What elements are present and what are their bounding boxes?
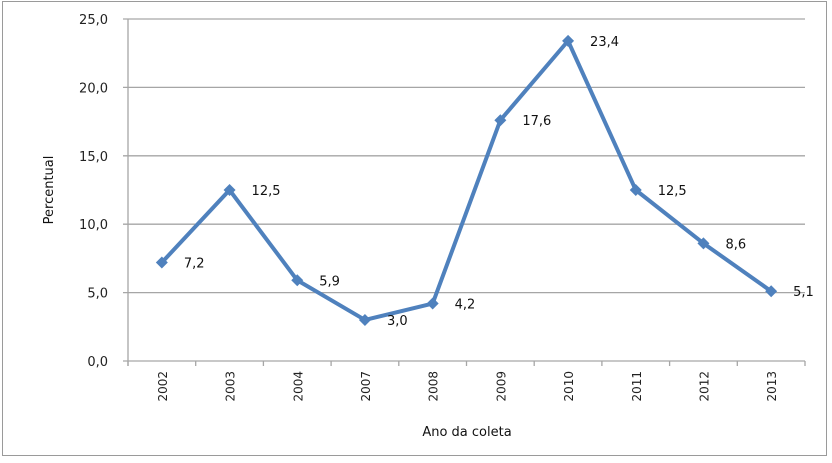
data-label: 23,4 [590, 35, 619, 50]
data-label: 5,9 [319, 274, 340, 289]
y-tick-label: 0,0 [87, 355, 108, 370]
data-label: 8,6 [725, 237, 746, 252]
x-category-label: 2008 [427, 371, 441, 402]
series-line [160, 38, 773, 322]
x-axis: 2002 2003 2004 2007 2008 2009 2010 2011 2012 2013 [123, 360, 806, 402]
x-category-label: 2011 [630, 371, 644, 402]
data-label: 3,0 [387, 314, 408, 329]
data-label: 7,2 [184, 257, 205, 272]
gridlines [123, 18, 805, 294]
diamond-marker [697, 237, 710, 250]
x-category-label: 2012 [697, 371, 711, 402]
x-category-label: 2002 [156, 371, 170, 402]
data-label: 5,1 [793, 285, 814, 300]
x-category-label: 2003 [224, 371, 238, 402]
data-label: 4,2 [455, 298, 476, 313]
diamond-marker [765, 285, 778, 298]
diamond-marker [426, 297, 439, 310]
x-category-label: 2010 [562, 371, 576, 402]
diamond-marker [155, 256, 168, 269]
data-label: 12,5 [252, 184, 281, 199]
diamond-marker [562, 34, 575, 47]
x-category-label: 2013 [765, 371, 779, 402]
diamond-marker [629, 184, 642, 196]
y-axis: 0,0 5,0 10,0 15,0 20,0 25,0 [79, 13, 129, 370]
y-tick-label: 15,0 [79, 150, 108, 165]
x-category-label: 2009 [494, 371, 508, 402]
diamond-marker [494, 114, 507, 127]
diamond-marker [291, 274, 304, 287]
y-tick-label: 25,0 [79, 13, 108, 28]
data-labels: 7,2 12,5 5,9 3,0 4,2 17,6 23,4 12,5 8,6 5,1 [184, 35, 814, 329]
chart-frame [2, 1, 827, 456]
y-tick-label: 5,0 [87, 287, 108, 302]
x-category-label: 2007 [359, 371, 373, 402]
x-category-label: 2004 [291, 371, 305, 402]
diamond-marker [223, 184, 236, 196]
y-tick-label: 20,0 [79, 81, 108, 96]
y-axis-title: Percentual [42, 156, 57, 225]
data-series [155, 34, 778, 326]
data-label: 17,6 [522, 114, 551, 129]
y-tick-label: 10,0 [79, 218, 108, 233]
diamond-marker [358, 313, 371, 326]
x-axis-title: Ano da coleta [422, 425, 511, 440]
data-label: 12,5 [658, 184, 687, 199]
